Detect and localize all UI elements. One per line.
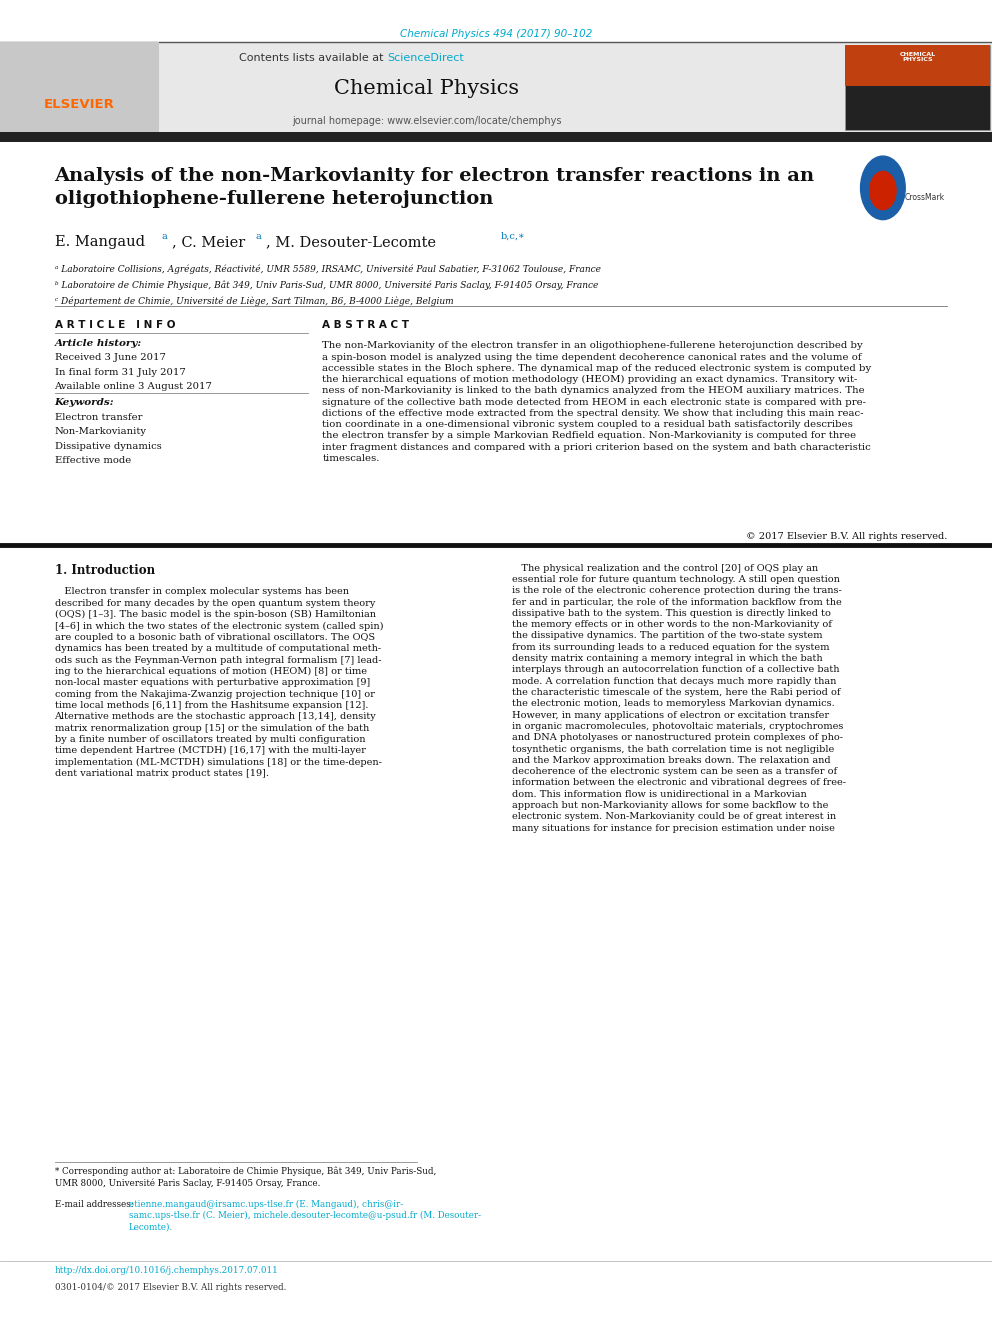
Text: Electron transfer in complex molecular systems has been
described for many decad: Electron transfer in complex molecular s… (55, 587, 383, 778)
Ellipse shape (869, 171, 897, 210)
Text: A B S T R A C T: A B S T R A C T (322, 320, 410, 331)
Text: ᶜ Département de Chimie, Université de Liège, Sart Tilman, B6, B-4000 Liège, Bel: ᶜ Département de Chimie, Université de L… (55, 296, 453, 306)
Bar (0, 42, 159, 132)
Text: ᵇ Laboratoire de Chimie Physique, Bât 349, Univ Paris-Sud, UMR 8000, Université : ᵇ Laboratoire de Chimie Physique, Bât 34… (55, 280, 598, 290)
Text: a: a (256, 232, 262, 241)
Text: Analysis of the non-Markovianity for electron transfer reactions in an
oligothio: Analysis of the non-Markovianity for ele… (55, 167, 814, 208)
Text: 1. Introduction: 1. Introduction (55, 564, 155, 577)
Text: The physical realization and the control [20] of OQS play an
essential role for : The physical realization and the control… (512, 564, 846, 832)
Text: , C. Meier: , C. Meier (172, 235, 245, 250)
Bar (0, 132, 992, 142)
Text: ELSEVIER: ELSEVIER (44, 98, 115, 111)
Text: CrossMark: CrossMark (905, 193, 944, 201)
Text: Received 3 June 2017: Received 3 June 2017 (55, 353, 166, 363)
Text: E-mail addresses:: E-mail addresses: (55, 1200, 136, 1209)
Text: Keywords:: Keywords: (55, 398, 114, 407)
Ellipse shape (860, 156, 905, 220)
Bar (845, 45, 990, 86)
Text: * Corresponding author at: Laboratoire de Chimie Physique, Bât 349, Univ Paris-S: * Corresponding author at: Laboratoire d… (55, 1167, 435, 1188)
Text: , M. Desouter-Lecomte: , M. Desouter-Lecomte (266, 235, 435, 250)
Text: E. Mangaud: E. Mangaud (55, 235, 145, 250)
Text: © 2017 Elsevier B.V. All rights reserved.: © 2017 Elsevier B.V. All rights reserved… (746, 532, 947, 541)
Bar (845, 45, 990, 130)
Text: http://dx.doi.org/10.1016/j.chemphys.2017.07.011: http://dx.doi.org/10.1016/j.chemphys.201… (55, 1266, 279, 1275)
Text: CHEMICAL
PHYSICS: CHEMICAL PHYSICS (900, 52, 935, 62)
Text: etienne.mangaud@irsamc.ups-tlse.fr (E. Mangaud), chris@ir-
samc.ups-tlse.fr (C. : etienne.mangaud@irsamc.ups-tlse.fr (E. M… (129, 1200, 481, 1232)
Text: Effective mode: Effective mode (55, 456, 131, 466)
Text: Chemical Physics: Chemical Physics (334, 79, 519, 98)
Text: Non-Markovianity: Non-Markovianity (55, 427, 147, 437)
Text: In final form 31 July 2017: In final form 31 July 2017 (55, 368, 186, 377)
Text: Dissipative dynamics: Dissipative dynamics (55, 442, 162, 451)
Text: ScienceDirect: ScienceDirect (387, 53, 463, 64)
Text: Electron transfer: Electron transfer (55, 413, 142, 422)
Text: b,c,∗: b,c,∗ (501, 232, 526, 241)
Text: A R T I C L E   I N F O: A R T I C L E I N F O (55, 320, 175, 331)
Text: Contents lists available at: Contents lists available at (239, 53, 387, 64)
Text: 0301-0104/© 2017 Elsevier B.V. All rights reserved.: 0301-0104/© 2017 Elsevier B.V. All right… (55, 1283, 286, 1293)
Bar (0, 42, 992, 132)
Text: ᵃ Laboratoire Collisions, Agrégats, Réactivité, UMR 5589, IRSAMC, Université Pau: ᵃ Laboratoire Collisions, Agrégats, Réac… (55, 265, 600, 274)
Text: journal homepage: www.elsevier.com/locate/chemphys: journal homepage: www.elsevier.com/locat… (292, 116, 561, 127)
Text: a: a (162, 232, 168, 241)
Text: Article history:: Article history: (55, 339, 142, 348)
Text: Available online 3 August 2017: Available online 3 August 2017 (55, 382, 212, 392)
Text: The non-Markovianity of the electron transfer in an oligothiophene-fullerene het: The non-Markovianity of the electron tra… (322, 341, 872, 463)
Text: Chemical Physics 494 (2017) 90–102: Chemical Physics 494 (2017) 90–102 (400, 29, 592, 40)
